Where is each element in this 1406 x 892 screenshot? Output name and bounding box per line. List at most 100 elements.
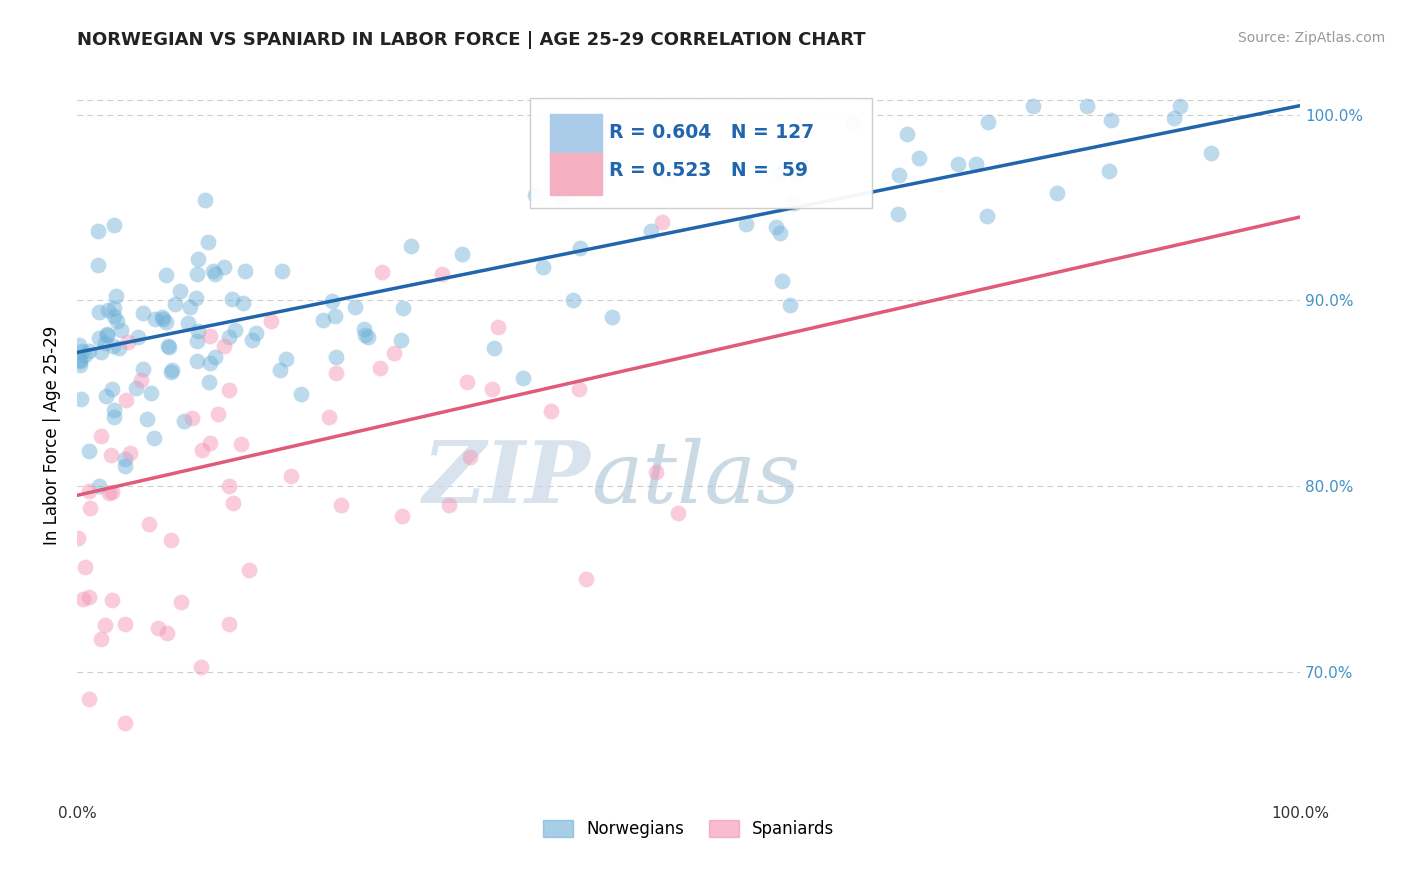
Point (965, 157, 987, 171)
Text: Source: ZipAtlas.com: Source: ZipAtlas.com (1237, 31, 1385, 45)
Point (79, 500, 101, 515)
Point (186, 354, 208, 368)
Point (100, 448, 122, 462)
FancyBboxPatch shape (550, 114, 602, 156)
Point (87, 305, 110, 319)
Point (370, 361, 392, 376)
Point (430, 267, 453, 281)
Point (97, 302, 120, 317)
Point (484, 341, 506, 355)
Point (274, 352, 297, 367)
Point (177, 317, 200, 331)
Point (198, 328, 221, 343)
Point (329, 498, 352, 512)
Point (190, 443, 212, 458)
Point (512, 371, 534, 385)
Point (343, 301, 366, 315)
Point (783, 196, 806, 211)
Point (157, 340, 180, 354)
Point (651, 215, 673, 229)
Point (325, 367, 347, 381)
Point (1201, 145, 1223, 160)
Point (170, 594, 193, 608)
Point (90, 632, 112, 646)
Point (769, 166, 792, 180)
Point (311, 313, 333, 327)
Point (212, 260, 235, 275)
Point (785, 167, 807, 181)
Point (117, 335, 139, 350)
Point (437, 498, 460, 512)
Point (103, 309, 125, 323)
Point (139, 386, 162, 401)
Point (93, 618, 115, 632)
Point (204, 350, 226, 364)
Point (69, 352, 91, 367)
Point (77, 483, 100, 498)
Point (197, 235, 219, 249)
Point (73, 348, 96, 362)
Point (155, 268, 177, 283)
Point (229, 436, 252, 450)
Point (132, 306, 155, 320)
Point (655, 168, 678, 182)
Point (132, 361, 155, 376)
Point (524, 188, 547, 202)
Point (187, 252, 209, 266)
Point (96, 326, 118, 341)
Point (842, 116, 865, 130)
Point (1076, 98, 1098, 112)
Point (77, 590, 100, 604)
Point (269, 362, 291, 376)
Point (169, 285, 191, 299)
Point (907, 151, 929, 165)
Point (887, 207, 910, 221)
Point (87, 258, 110, 272)
Point (214, 339, 236, 353)
Point (70, 392, 93, 406)
Point (481, 382, 503, 396)
Point (90, 345, 112, 359)
Point (218, 617, 240, 632)
Point (180, 411, 202, 425)
Point (129, 373, 152, 387)
Point (353, 327, 375, 342)
Point (218, 478, 240, 492)
Point (222, 496, 245, 510)
Point (108, 341, 131, 355)
Point (160, 365, 183, 379)
Point (114, 452, 136, 467)
Point (734, 217, 756, 231)
Point (160, 533, 183, 548)
Point (96, 389, 118, 403)
Point (103, 403, 125, 417)
Point (290, 386, 312, 401)
Point (87, 479, 110, 493)
Point (260, 314, 283, 328)
Text: R = 0.604   N = 127: R = 0.604 N = 127 (609, 123, 814, 142)
Point (186, 334, 208, 348)
Point (90, 428, 112, 442)
Point (152, 312, 174, 326)
Point (389, 334, 412, 348)
Point (89, 331, 111, 345)
Point (156, 626, 179, 640)
Point (575, 572, 598, 586)
Point (101, 592, 124, 607)
Point (96, 328, 118, 343)
Point (391, 508, 413, 523)
Point (948, 157, 970, 171)
Point (533, 260, 555, 274)
Point (1163, 111, 1185, 125)
Point (232, 296, 254, 310)
Point (115, 392, 138, 407)
Point (160, 363, 183, 377)
Point (198, 356, 221, 370)
Point (204, 267, 226, 281)
Point (600, 310, 623, 324)
Point (770, 275, 793, 289)
Point (114, 716, 136, 731)
Point (104, 288, 127, 302)
Point (765, 220, 787, 235)
Point (779, 298, 801, 312)
